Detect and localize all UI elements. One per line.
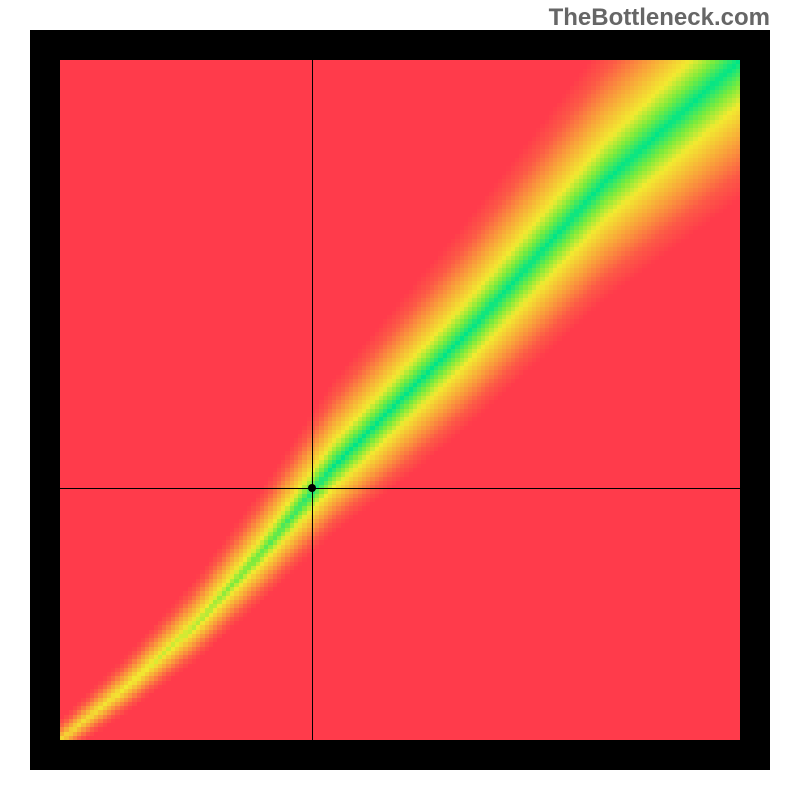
heatmap-plot-area	[60, 60, 740, 740]
marker-point	[308, 484, 316, 492]
crosshair-vertical	[312, 60, 313, 740]
chart-frame	[30, 30, 770, 770]
crosshair-horizontal	[60, 488, 740, 489]
heatmap-canvas	[60, 60, 740, 740]
watermark-text: TheBottleneck.com	[549, 4, 770, 32]
chart-container: TheBottleneck.com	[0, 0, 800, 800]
